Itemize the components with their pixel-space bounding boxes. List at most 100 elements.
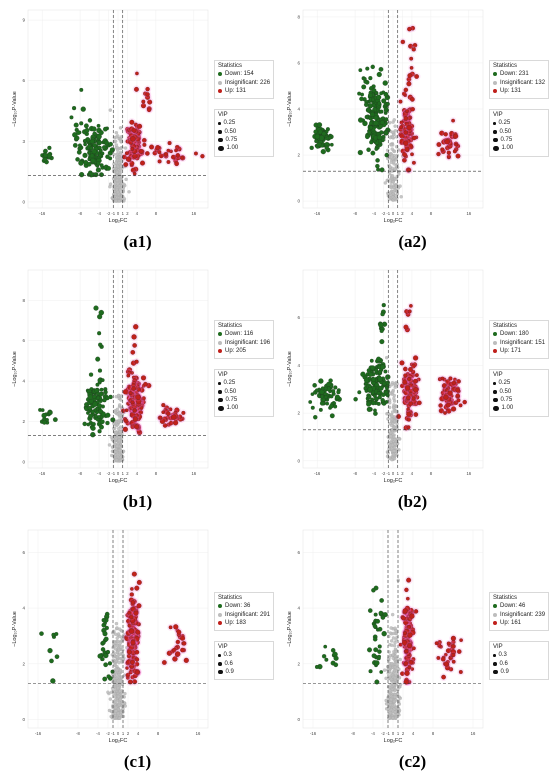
point-down	[107, 661, 113, 666]
legend-down-label: Down: 180	[500, 331, 529, 338]
legend-title-statistics: Statistics	[493, 323, 518, 329]
legend-up-label: Up: 183	[225, 619, 247, 626]
point-up	[413, 609, 419, 614]
y-tick-label: 2	[297, 411, 300, 416]
point-up	[443, 132, 448, 137]
x-tick-label: 4	[411, 211, 414, 216]
point-up	[130, 136, 136, 142]
point-up	[443, 411, 447, 415]
legend-up-label: Up: 161	[500, 619, 522, 626]
point-up	[448, 376, 453, 381]
point-up	[458, 403, 463, 408]
point-insignificant	[388, 631, 393, 635]
volcano-panel-a2: -16 -8 -4 -2 -1 0 1 2 4 8 16 0 2 4 6 8 Log₂FC −Log₁₀P-Val…	[275, 0, 550, 259]
point-up	[140, 160, 146, 166]
point-insignificant	[391, 135, 395, 140]
point-up	[441, 674, 446, 680]
x-tick-label: 2	[126, 471, 129, 476]
point-insignificant	[108, 185, 112, 189]
point-down	[380, 615, 386, 620]
x-tick-label: -4	[371, 731, 375, 736]
point-up	[166, 160, 171, 164]
point-insignificant	[114, 430, 118, 435]
point-down	[82, 138, 88, 144]
point-up	[130, 412, 136, 418]
point-insignificant	[119, 167, 123, 171]
point-down	[80, 106, 86, 112]
point-up	[404, 670, 410, 676]
point-down	[82, 421, 87, 427]
point-down	[376, 71, 382, 78]
point-down	[318, 407, 323, 412]
point-down	[324, 395, 328, 399]
point-down	[376, 134, 383, 140]
legend-vip-item: 0.50	[493, 129, 545, 135]
point-up	[410, 152, 414, 157]
point-up	[443, 394, 449, 400]
x-tick-label: -2	[382, 471, 386, 476]
x-tick-label: 4	[136, 211, 139, 216]
point-up	[130, 400, 135, 405]
point-down	[381, 392, 386, 397]
point-insignificant	[395, 453, 399, 457]
point-down	[100, 647, 106, 652]
point-up	[402, 157, 407, 163]
point-up	[407, 377, 411, 381]
point-insignificant	[393, 647, 398, 651]
legend-up-label: Up: 205	[225, 347, 247, 354]
legend-vip-item: 0.3	[218, 652, 270, 658]
point-insignificant	[393, 383, 398, 388]
point-down	[323, 386, 328, 391]
volcano-panel-c2: -16 -8 -4 -2 -1 0 1 2 4 8 16 0 2 4 6 Log₂FC −Log₁₀P-Valu…	[275, 520, 550, 779]
point-down	[87, 394, 93, 400]
point-insignificant	[122, 182, 126, 187]
point-down	[372, 637, 378, 642]
point-up	[122, 426, 128, 432]
point-up	[125, 672, 131, 678]
point-insignificant	[113, 139, 118, 143]
x-tick-label: -2	[381, 731, 385, 736]
point-insignificant	[397, 437, 402, 441]
point-insignificant	[394, 184, 398, 188]
legend-vip: VIP 0.3 0.6 0.9	[214, 641, 275, 681]
point-up	[456, 398, 461, 403]
point-down	[379, 120, 385, 125]
point-insignificant	[393, 167, 397, 171]
point-up	[130, 639, 136, 645]
point-insignificant	[395, 661, 400, 666]
point-up	[413, 387, 419, 393]
point-insignificant	[387, 634, 391, 639]
point-down	[96, 133, 102, 140]
point-down	[314, 388, 319, 393]
x-tick-label: 1	[122, 211, 125, 216]
point-insignificant	[392, 160, 396, 164]
point-insignificant	[115, 643, 120, 648]
point-insignificant	[112, 651, 116, 655]
legend-vip: VIP 0.3 0.6 0.9	[489, 641, 550, 681]
point-down	[383, 130, 389, 136]
x-tick-label: -16	[35, 731, 42, 736]
point-insignificant	[393, 665, 397, 669]
point-up	[398, 642, 403, 647]
y-tick-label: 4	[297, 107, 300, 112]
point-up	[135, 629, 141, 635]
legend-vip-item: 0.75	[493, 397, 545, 403]
x-axis-label: Log₂FC	[384, 218, 403, 224]
point-up	[411, 160, 416, 165]
legend-vip-item: 0.50	[218, 129, 270, 135]
point-down	[75, 157, 80, 162]
point-up	[402, 91, 407, 96]
y-tick-label: 0	[22, 717, 25, 722]
legend-vip-item: 0.75	[218, 137, 270, 143]
x-tick-label: 16	[466, 471, 471, 476]
point-down	[376, 94, 382, 100]
y-tick-label: 6	[22, 338, 25, 343]
point-up	[398, 99, 403, 104]
point-up	[414, 74, 420, 79]
point-up	[127, 623, 132, 628]
point-insignificant	[114, 131, 119, 135]
point-insignificant	[115, 155, 119, 160]
point-down	[97, 414, 101, 419]
legend-title-statistics: Statistics	[493, 595, 518, 601]
point-insignificant	[383, 181, 388, 185]
